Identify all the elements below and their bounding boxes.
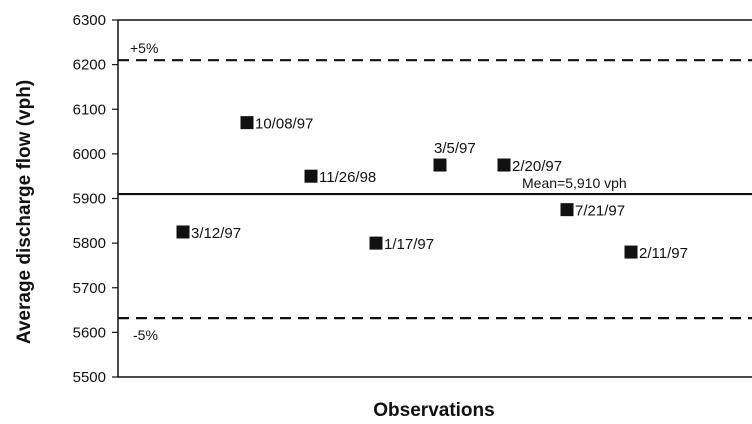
y-tick-label: 5600	[73, 324, 106, 341]
data-point-label: 2/11/97	[639, 245, 688, 262]
y-tick-label: 5900	[73, 191, 106, 208]
data-point-label: 7/21/97	[575, 203, 625, 220]
data-point-marker	[176, 225, 190, 239]
data-point-marker	[624, 245, 638, 259]
data-point-marker	[433, 158, 447, 172]
data-point-marker	[304, 169, 318, 183]
data-point-label: 3/12/97	[191, 225, 241, 242]
data-point-marker	[560, 203, 574, 217]
x-axis-label: Observations	[373, 400, 494, 421]
data-point-label: 2/20/97	[512, 158, 562, 175]
y-tick-label: 6200	[73, 57, 106, 74]
reference-lines: +5% Mean=5,910 vph -5%	[118, 40, 752, 343]
axes	[117, 19, 752, 378]
data-point-marker	[497, 158, 511, 172]
data-point-marker	[240, 116, 254, 130]
y-tick-label: 6100	[73, 101, 106, 118]
reference-line-label: -5%	[133, 327, 158, 343]
y-ticks: 5500 5600 5700 5800 5900 6000 6100 6200 6300	[73, 12, 118, 386]
data-point-label: 3/5/97	[434, 140, 476, 157]
y-tick-label: 5500	[73, 369, 106, 386]
data-point-label: 1/17/97	[384, 236, 434, 253]
y-tick-label: 5800	[73, 235, 106, 252]
data-point-marker	[369, 236, 383, 250]
y-tick-label: 5700	[73, 280, 106, 297]
data-points: 3/12/97 10/08/97 11/26/98 1/17/97 3/5/97 2/20…	[176, 116, 688, 262]
y-tick-label: 6000	[73, 146, 106, 163]
reference-line-label: +5%	[130, 40, 158, 56]
y-axis-label: Average discharge flow (vph)	[14, 80, 35, 344]
data-point-label: 10/08/97	[255, 116, 313, 133]
y-tick-label: 6300	[73, 12, 106, 29]
data-point-label: 11/26/98	[319, 169, 376, 186]
reference-line-label: Mean=5,910 vph	[522, 175, 627, 191]
